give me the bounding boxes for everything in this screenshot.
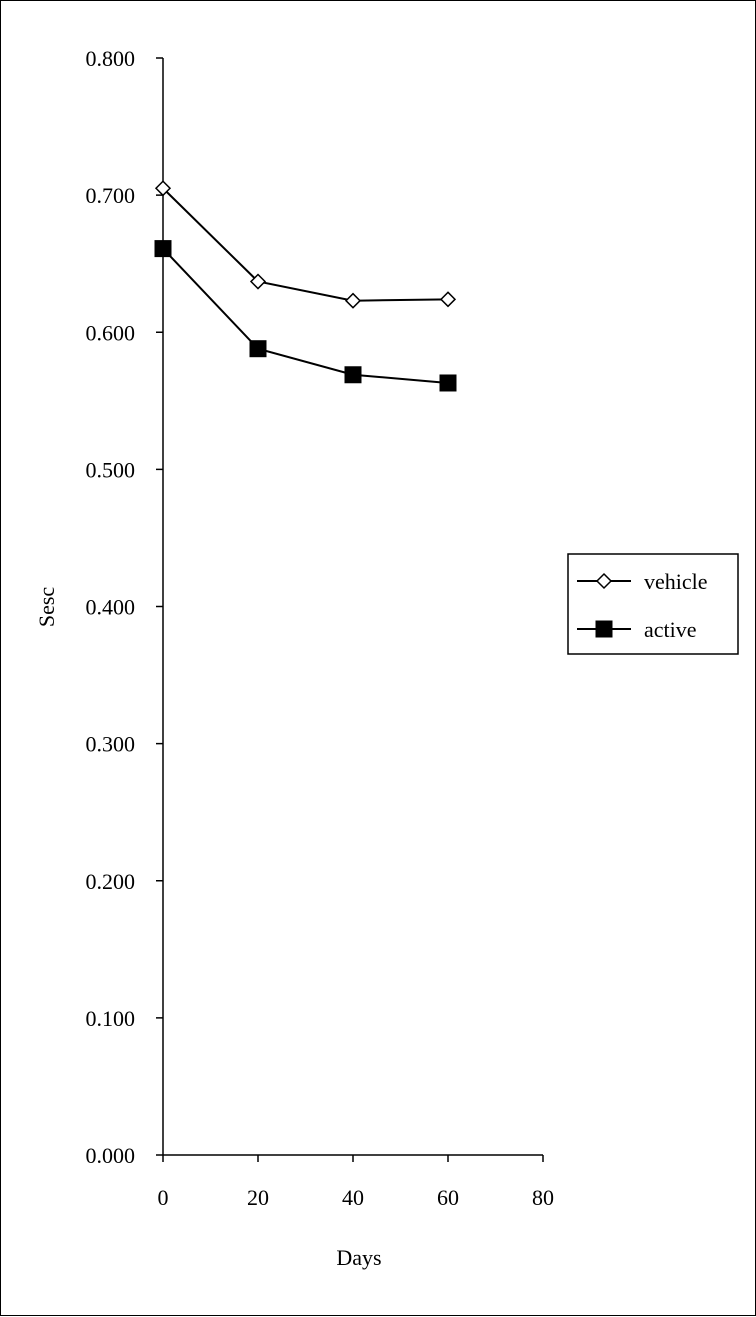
- x-tick-label: 20: [247, 1185, 269, 1210]
- y-tick-label: 0.600: [86, 320, 136, 345]
- y-tick-label: 0.800: [86, 46, 136, 71]
- legend-label: active: [644, 617, 697, 642]
- y-tick-label: 0.000: [86, 1143, 136, 1168]
- y-tick-label: 0.300: [86, 732, 136, 757]
- series-vehicle: [154, 180, 457, 309]
- axes: 0.000 0.100 0.200 0.300 0.400 0.500 0.600 0.700…: [86, 46, 555, 1210]
- y-tick-label: 0.200: [86, 869, 136, 894]
- x-axis-title: Days: [336, 1245, 381, 1270]
- x-tick-label: 60: [437, 1185, 459, 1210]
- legend-marker: [595, 620, 613, 638]
- y-tick-label: 0.400: [86, 595, 136, 620]
- series-line-active: [162, 247, 449, 384]
- x-tick-label: 40: [342, 1185, 364, 1210]
- legend: vehicle active: [567, 553, 739, 655]
- data-point-vehicle: [249, 273, 267, 290]
- legend-marker: [595, 572, 613, 590]
- data-point-active: [439, 374, 457, 392]
- data-point-vehicle: [154, 180, 172, 197]
- x-tick-label: 80: [532, 1185, 554, 1210]
- data-point-active: [344, 366, 362, 384]
- y-tick-label: 0.700: [86, 183, 136, 208]
- data-point-vehicle: [344, 292, 362, 309]
- legend-item-vehicle: vehicle: [577, 569, 708, 594]
- x-tick-label: 0: [158, 1185, 169, 1210]
- data-point-vehicle: [439, 291, 457, 308]
- series-active: [154, 240, 457, 392]
- data-point-active: [154, 240, 172, 258]
- series-layer: [154, 180, 457, 392]
- legend-label: vehicle: [644, 569, 708, 594]
- legend-items: vehicle active: [577, 569, 708, 642]
- series-line-vehicle: [162, 187, 449, 302]
- y-tick-label: 0.100: [86, 1006, 136, 1031]
- data-point-active: [249, 340, 267, 358]
- legend-item-active: active: [577, 617, 697, 642]
- y-tick-label: 0.500: [86, 457, 136, 482]
- y-axis-title: Sesc: [34, 587, 59, 628]
